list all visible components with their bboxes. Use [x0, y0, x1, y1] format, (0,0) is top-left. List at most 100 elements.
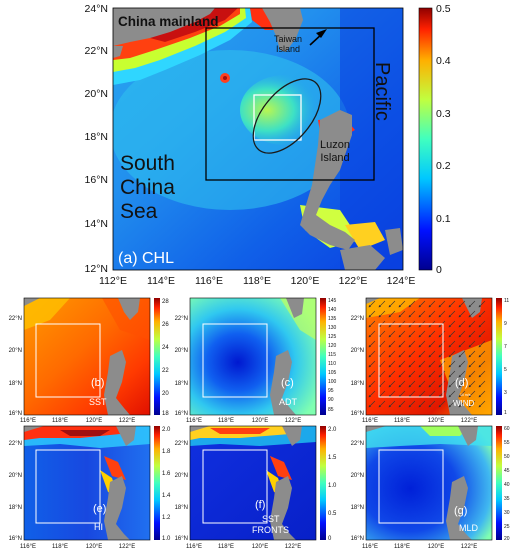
svg-text:122°E: 122°E — [339, 275, 368, 287]
svg-text:115: 115 — [328, 352, 336, 358]
svg-text:22°N: 22°N — [9, 441, 22, 447]
wind-vector — [448, 380, 456, 388]
svg-text:11: 11 — [504, 298, 509, 304]
wind-vector — [458, 310, 466, 318]
scs-label-3: Sea — [120, 200, 158, 223]
wind-vector — [398, 390, 406, 398]
wind-vector — [438, 360, 446, 368]
svg-text:3: 3 — [504, 390, 507, 396]
wind-vector — [408, 360, 416, 368]
wind-vector — [388, 330, 396, 338]
svg-text:114°E: 114°E — [147, 275, 175, 287]
wind-vector — [448, 360, 456, 368]
wind-vector — [398, 300, 406, 308]
wind-vector — [398, 370, 406, 378]
wind-vector — [398, 380, 406, 388]
wind-vector — [378, 400, 386, 408]
wind-vector — [438, 310, 446, 318]
svg-text:20: 20 — [504, 536, 510, 542]
wind-vector — [368, 400, 376, 408]
wind-vector — [478, 340, 486, 348]
svg-text:22°N: 22°N — [9, 316, 22, 322]
wind-vector — [378, 350, 386, 358]
wind-vector — [408, 380, 416, 388]
svg-text:120°E: 120°E — [291, 275, 320, 287]
svg-text:28: 28 — [162, 299, 169, 305]
wind-vector — [428, 400, 436, 408]
wind-vector — [368, 350, 376, 358]
svg-text:120°E: 120°E — [86, 418, 102, 424]
svg-text:116°E: 116°E — [186, 544, 202, 550]
svg-text:145: 145 — [328, 298, 337, 304]
wind-vector — [468, 300, 476, 308]
wind-vector — [398, 330, 406, 338]
luzon-strait-ellipse — [252, 78, 322, 154]
svg-text:30: 30 — [504, 510, 510, 516]
svg-text:(f): (f) — [255, 499, 265, 511]
wind-vector — [438, 380, 446, 388]
wind-vector — [448, 340, 456, 348]
svg-text:ADT: ADT — [279, 397, 298, 407]
svg-text:2.0: 2.0 — [162, 427, 171, 433]
svg-text:1.5: 1.5 — [328, 455, 337, 461]
svg-text:20°N: 20°N — [175, 348, 188, 354]
wind-vector — [368, 360, 376, 368]
wind-vector — [438, 370, 446, 378]
svg-text:1.4: 1.4 — [162, 493, 171, 499]
svg-text:140: 140 — [328, 307, 337, 313]
svg-text:16°N: 16°N — [9, 536, 22, 542]
svg-text:WIND: WIND — [453, 399, 475, 408]
svg-text:0.4: 0.4 — [436, 55, 451, 67]
svg-text:1.6: 1.6 — [162, 471, 171, 477]
svg-text:0.3: 0.3 — [436, 108, 451, 120]
wind-vector — [398, 350, 406, 358]
svg-text:18°N: 18°N — [351, 381, 364, 387]
wind-vector — [418, 350, 426, 358]
svg-text:40: 40 — [504, 482, 510, 488]
wind-vector — [408, 370, 416, 378]
wind-vector — [388, 350, 396, 358]
panel-c-adt: (c) ADT 145 140 135 130 125 120 115 110 … — [189, 297, 337, 416]
svg-text:22°N: 22°N — [175, 316, 188, 322]
wind-vector — [468, 400, 476, 408]
svg-text:2.0: 2.0 — [328, 427, 337, 433]
svg-text:0: 0 — [328, 536, 332, 542]
svg-text:1.8: 1.8 — [162, 449, 171, 455]
wind-vector — [428, 390, 436, 398]
svg-text:116°E: 116°E — [362, 418, 378, 424]
scs-label-1: South — [120, 152, 175, 175]
svg-text:55: 55 — [504, 440, 510, 446]
wind-vector — [368, 370, 376, 378]
wind-vector — [388, 300, 396, 308]
wind-vector — [378, 310, 386, 318]
wind-vector — [468, 390, 476, 398]
wind-vector — [378, 340, 386, 348]
wind-vector — [398, 400, 406, 408]
svg-text:85: 85 — [328, 407, 334, 413]
wind-vector — [378, 300, 386, 308]
wind-vector — [428, 330, 436, 338]
svg-text:1.0: 1.0 — [162, 536, 171, 542]
svg-text:(c): (c) — [281, 377, 294, 389]
wind-vector — [368, 330, 376, 338]
svg-text:50: 50 — [504, 454, 510, 460]
svg-text:118°E: 118°E — [394, 418, 410, 424]
svg-text:135: 135 — [328, 316, 337, 322]
wind-vector — [468, 380, 476, 388]
svg-text:20°N: 20°N — [85, 88, 108, 100]
wind-vector — [368, 300, 376, 308]
taiwan-landmass — [262, 8, 303, 52]
svg-text:20: 20 — [162, 391, 169, 397]
panel-g-mld: (g) MLD 60 55 50 45 40 35 30 25 20 — [365, 425, 510, 542]
svg-text:0.2: 0.2 — [436, 160, 451, 172]
svg-text:20°N: 20°N — [351, 348, 364, 354]
svg-text:25: 25 — [504, 524, 510, 530]
svg-text:16°N: 16°N — [85, 174, 108, 186]
wind-vector — [468, 310, 476, 318]
svg-text:HI: HI — [94, 522, 103, 532]
main-lat-ticks: 24°N 22°N 20°N 18°N 16°N 14°N 12°N — [85, 3, 108, 275]
wind-vector — [428, 350, 436, 358]
wind-vector — [468, 320, 476, 328]
focus-square — [253, 94, 302, 141]
